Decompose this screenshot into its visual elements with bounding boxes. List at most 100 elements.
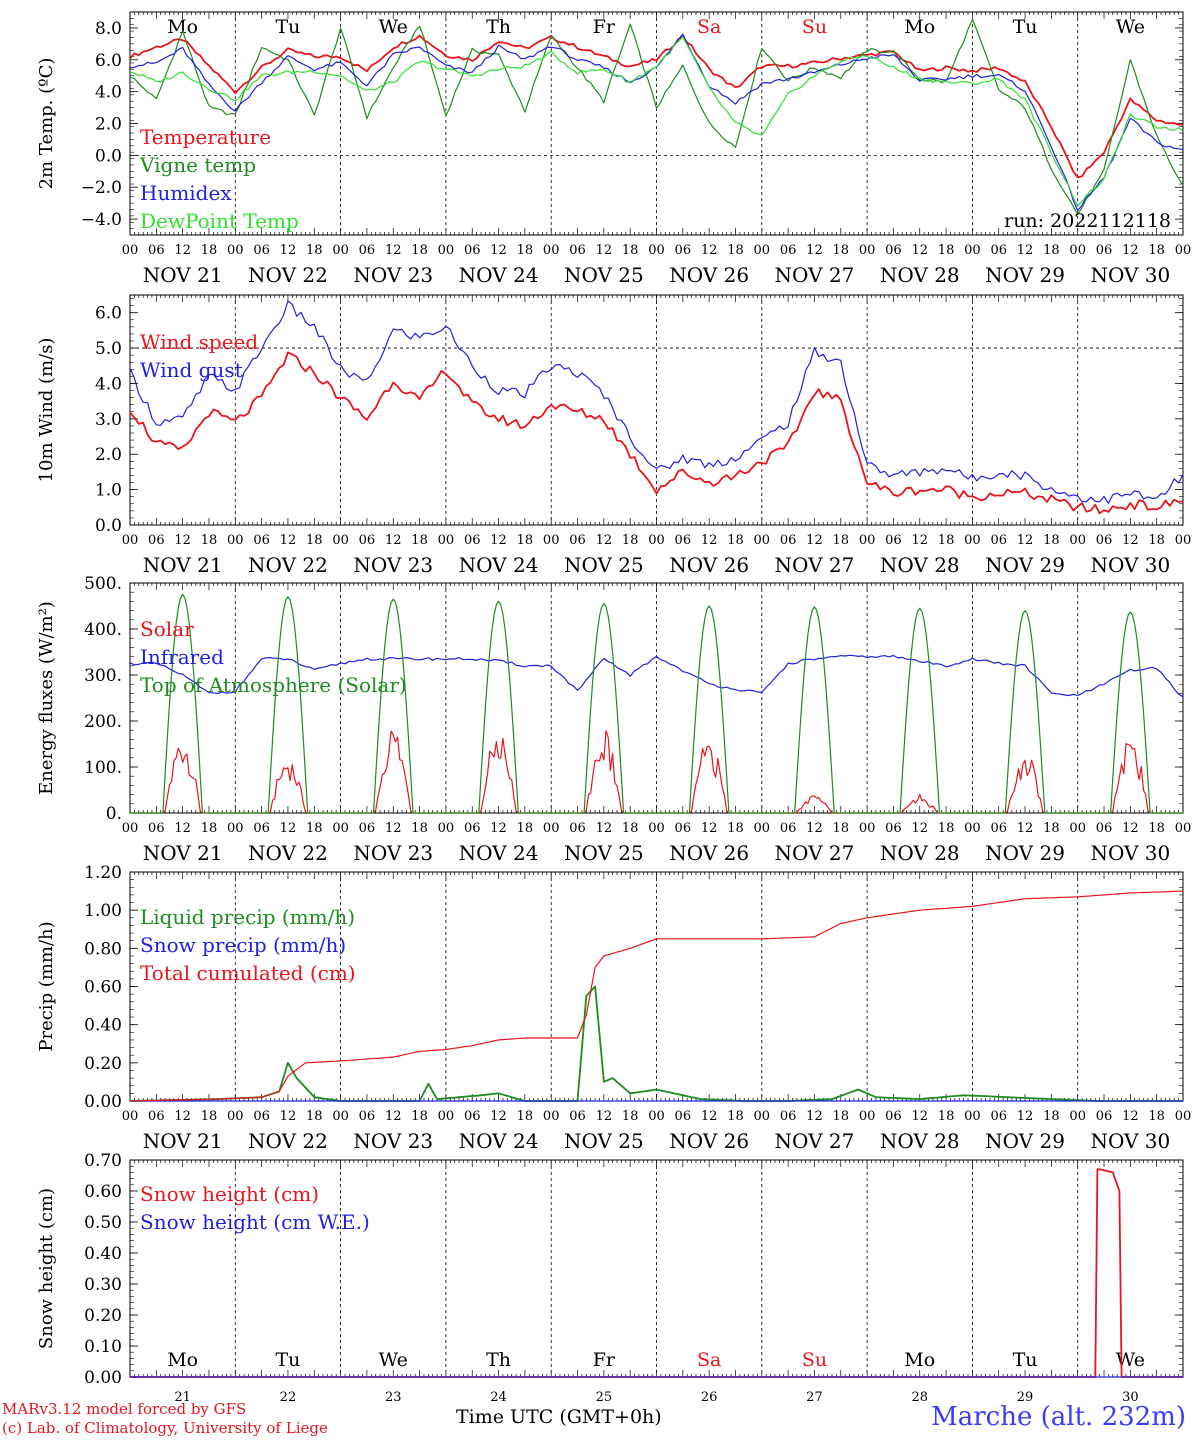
hour-tick-label: 06 <box>569 821 586 836</box>
hour-tick-label: 06 <box>253 1109 270 1124</box>
day-number-label: 28 <box>911 1390 928 1405</box>
hour-tick-label: 06 <box>253 821 270 836</box>
weekday-label: We <box>1116 1349 1145 1371</box>
series-line-dewpoint-temp <box>129 36 1184 207</box>
day-label: NOV 24 <box>459 1129 539 1153</box>
day-label: NOV 23 <box>353 263 433 287</box>
hour-tick-label: 00 <box>648 1109 665 1124</box>
hour-tick-label: 06 <box>990 243 1007 258</box>
hour-tick-label: 00 <box>438 1109 455 1124</box>
hour-tick-label: 00 <box>754 821 771 836</box>
hour-tick-label: 18 <box>1148 1109 1165 1124</box>
series-line-liquid-precip-mm-h- <box>129 985 1183 1102</box>
hour-tick-label: 06 <box>148 533 165 548</box>
hour-tick-label: 12 <box>911 533 928 548</box>
hour-tick-label: 00 <box>227 533 244 548</box>
day-label: NOV 22 <box>248 841 328 865</box>
y-tick-label: 6.0 <box>95 51 122 71</box>
hour-tick-label: 18 <box>833 821 850 836</box>
day-number-label: 23 <box>385 1390 402 1405</box>
y-tick-label: 0.60 <box>84 1182 122 1202</box>
hour-tick-label: 00 <box>122 821 139 836</box>
hour-tick-label: 12 <box>385 1109 402 1124</box>
hour-tick-label: 00 <box>438 243 455 258</box>
hour-tick-label: 18 <box>1043 821 1060 836</box>
hour-tick-label: 00 <box>332 533 349 548</box>
hour-tick-label: 18 <box>411 821 428 836</box>
hour-tick-label: 12 <box>806 243 823 258</box>
y-axis-label: Energy fluxes (W/m²) <box>36 601 57 795</box>
hour-tick-label: 12 <box>1122 1109 1139 1124</box>
y-tick-label: 1.0 <box>95 481 122 501</box>
hour-tick-label: 06 <box>1096 821 1113 836</box>
weekday-label: Mo <box>904 16 935 38</box>
day-number-label: 21 <box>174 1390 191 1405</box>
hour-tick-label: 06 <box>359 1109 376 1124</box>
hour-tick-label: 12 <box>280 533 297 548</box>
legend-entry: Snow height (cm W.E.) <box>140 1210 370 1234</box>
run-annotation: run: 2022112118 <box>1004 210 1171 232</box>
day-label: NOV 21 <box>143 263 223 287</box>
y-axis-label: 10m Wind (m/s) <box>36 338 57 483</box>
hour-tick-label: 12 <box>806 533 823 548</box>
hour-tick-label: 18 <box>201 533 218 548</box>
hour-tick-label: 12 <box>280 821 297 836</box>
hour-tick-label: 00 <box>227 1109 244 1124</box>
hour-tick-label: 18 <box>201 243 218 258</box>
hour-tick-label: 18 <box>201 821 218 836</box>
hour-tick-label: 12 <box>490 1109 507 1124</box>
hour-tick-label: 06 <box>569 243 586 258</box>
hour-tick-label: 12 <box>911 1109 928 1124</box>
hour-tick-label: 18 <box>727 821 744 836</box>
hour-tick-label: 06 <box>675 243 692 258</box>
hour-tick-label: 12 <box>174 1109 191 1124</box>
hour-tick-label: 00 <box>1069 243 1086 258</box>
hour-tick-label: 00 <box>1069 821 1086 836</box>
y-tick-label: 2.0 <box>95 115 122 135</box>
hour-tick-label: 06 <box>780 1109 797 1124</box>
day-label: NOV 29 <box>985 553 1065 577</box>
hour-tick-label: 12 <box>280 243 297 258</box>
y-axis-label: Precip (mm/h) <box>36 921 57 1051</box>
hour-tick-label: 18 <box>1043 1109 1060 1124</box>
day-label: NOV 29 <box>985 263 1065 287</box>
hour-tick-label: 06 <box>1096 243 1113 258</box>
hour-tick-label: 06 <box>569 533 586 548</box>
day-number-label: 22 <box>280 1390 297 1405</box>
y-tick-label: 200. <box>84 712 122 732</box>
y-tick-label: 1.20 <box>84 863 122 883</box>
hour-tick-label: 18 <box>411 1109 428 1124</box>
hour-tick-label: 06 <box>464 243 481 258</box>
hour-tick-label: 06 <box>1096 533 1113 548</box>
hour-tick-label: 06 <box>780 243 797 258</box>
day-label: NOV 30 <box>1090 841 1170 865</box>
legend-entry: Snow precip (mm/h) <box>140 933 346 957</box>
y-tick-label: 300. <box>84 666 122 686</box>
y-tick-label: 0.00 <box>84 1092 122 1112</box>
y-tick-label: 0.70 <box>84 1151 122 1171</box>
hour-tick-label: 06 <box>148 243 165 258</box>
hour-tick-label: 18 <box>622 533 639 548</box>
weekday-label: Tu <box>275 16 300 38</box>
day-label: NOV 27 <box>775 1129 855 1153</box>
hour-tick-label: 12 <box>806 1109 823 1124</box>
day-label: NOV 29 <box>985 1129 1065 1153</box>
y-tick-label: 0.40 <box>84 1244 122 1264</box>
hour-tick-label: 12 <box>1122 821 1139 836</box>
hour-tick-label: 18 <box>622 821 639 836</box>
weekday-label: Tu <box>275 1349 300 1371</box>
y-tick-label: 2.0 <box>95 445 122 465</box>
hour-tick-label: 00 <box>1175 1109 1192 1124</box>
hour-tick-label: 18 <box>727 1109 744 1124</box>
hour-tick-label: 00 <box>754 243 771 258</box>
hour-tick-label: 12 <box>174 533 191 548</box>
hour-tick-label: 18 <box>1043 243 1060 258</box>
hour-tick-label: 18 <box>1148 533 1165 548</box>
y-tick-label: 5.0 <box>95 339 122 359</box>
hour-tick-label: 18 <box>622 1109 639 1124</box>
hour-tick-label: 12 <box>911 821 928 836</box>
hour-tick-label: 00 <box>1175 243 1192 258</box>
day-label: NOV 24 <box>459 263 539 287</box>
day-label: NOV 27 <box>775 263 855 287</box>
